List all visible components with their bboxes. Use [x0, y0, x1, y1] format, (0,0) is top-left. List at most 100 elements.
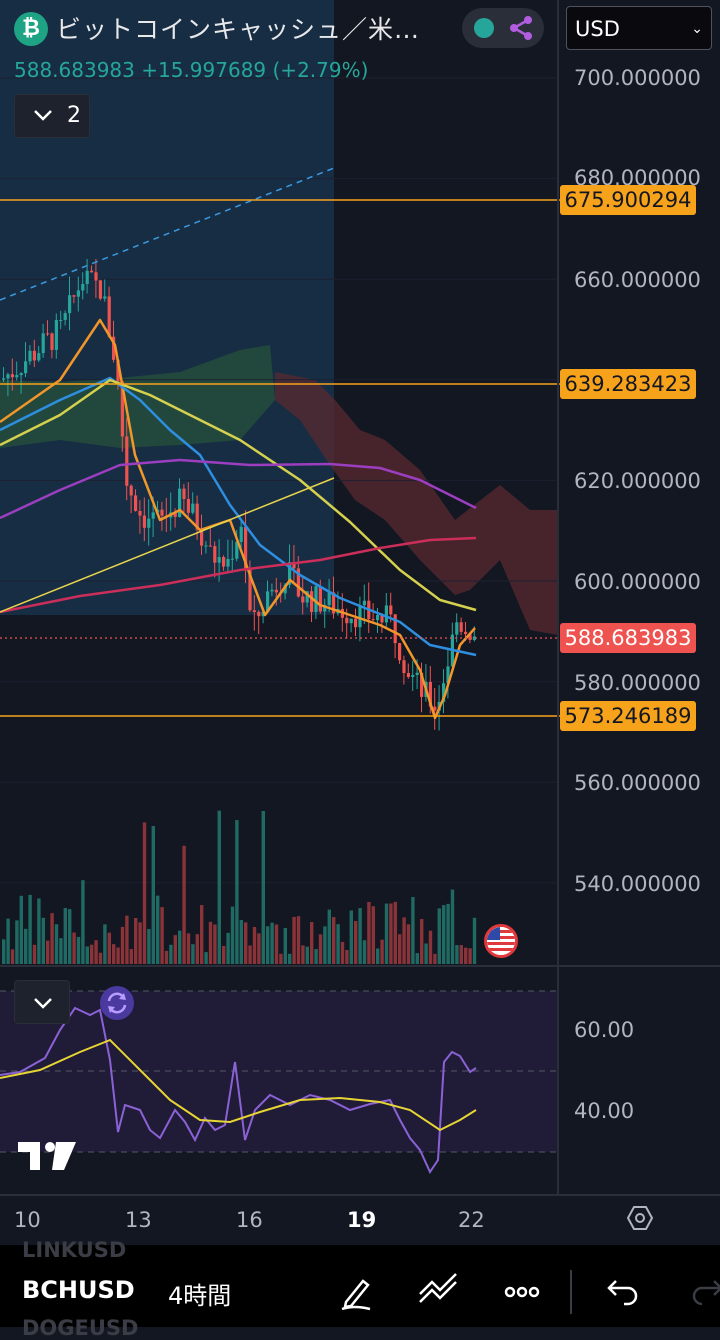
candle-body: [54, 320, 58, 350]
candle-body: [274, 589, 278, 593]
candle-body: [323, 605, 327, 612]
volume-bar: [389, 903, 393, 964]
candle-body: [288, 562, 292, 585]
rsi-collapse-button[interactable]: [14, 980, 70, 1024]
volume-bar: [72, 932, 76, 964]
volume-bar: [239, 919, 243, 964]
volume-bar: [138, 922, 142, 964]
volume-bar: [116, 947, 120, 964]
share-icon[interactable]: [508, 14, 536, 42]
redo-icon[interactable]: [690, 1272, 720, 1312]
horizontal-line-label[interactable]: 675.900294: [560, 185, 696, 215]
volume-bar: [252, 927, 257, 964]
rsi-tick: 40.00: [574, 1099, 635, 1123]
chevron-down-icon: [34, 110, 52, 121]
candle-body: [142, 515, 146, 528]
candle-body: [208, 545, 212, 547]
volume-bar: [446, 903, 450, 964]
volume-bar: [178, 930, 182, 964]
volume-bar: [222, 945, 226, 964]
candle-body: [2, 378, 6, 380]
candle-body: [10, 374, 14, 378]
volume-bar: [59, 938, 63, 964]
volume-bar: [120, 926, 125, 964]
symbol-selector[interactable]: BCHUSD: [22, 1276, 135, 1304]
settings-icon[interactable]: [626, 1204, 654, 1232]
candle-body: [310, 591, 314, 612]
horizontal-line-label[interactable]: 639.283423: [560, 369, 696, 399]
adjacent-symbol[interactable]: LINKUSD: [22, 1238, 127, 1262]
candle-body: [112, 336, 116, 360]
trend-line: [0, 167, 335, 301]
volume-bar: [98, 952, 103, 964]
candle-body: [28, 350, 32, 362]
volume-bar: [450, 889, 455, 964]
candle-body: [362, 600, 366, 606]
price-tick: 620.000000: [574, 469, 701, 493]
volume-bar: [261, 811, 265, 964]
volume-bar: [164, 950, 169, 964]
volume-bars: [2, 810, 477, 964]
candle-body: [6, 374, 10, 379]
us-flag-icon[interactable]: [484, 924, 518, 958]
candle-body: [446, 666, 450, 684]
candle-body: [63, 313, 67, 320]
volume-bar: [37, 898, 41, 964]
indicator-collapse-button[interactable]: 2: [14, 94, 90, 138]
volume-bar: [32, 944, 37, 964]
candle-body: [239, 526, 243, 542]
more-icon[interactable]: [502, 1272, 542, 1312]
adjacent-symbol[interactable]: DOGEUSD: [22, 1316, 139, 1340]
candle-body: [283, 584, 287, 594]
undo-icon[interactable]: [602, 1272, 642, 1312]
candle-body: [459, 622, 463, 632]
volume-bar: [424, 943, 428, 964]
candle-body: [32, 350, 36, 361]
volume-bar: [411, 897, 415, 964]
timeframe-selector[interactable]: 4時間: [168, 1282, 232, 1310]
volume-bar: [173, 935, 177, 964]
candle-body: [472, 636, 476, 640]
candle-body: [186, 498, 190, 513]
moving-averages: [0, 167, 477, 720]
volume-bar: [28, 894, 32, 964]
volume-bar: [415, 953, 419, 964]
candle-body: [173, 512, 177, 517]
volume-bar: [305, 946, 309, 964]
candle-body: [270, 589, 274, 592]
currency-select[interactable]: USD ⌄: [566, 6, 712, 50]
candle-body: [230, 558, 234, 560]
volume-bar: [107, 932, 111, 964]
candle-body: [411, 674, 415, 677]
volume-bar: [142, 822, 147, 964]
candle-body: [380, 614, 384, 623]
price-tick: 660.000000: [574, 268, 701, 292]
market-open-indicator: [474, 18, 494, 38]
volume-bar: [384, 903, 389, 964]
refresh-icon[interactable]: [100, 986, 134, 1020]
candle-body: [358, 605, 362, 628]
candle-body: [468, 634, 472, 640]
candle-body: [354, 618, 358, 628]
symbol-title[interactable]: ビットコインキャッシュ／米…: [56, 15, 421, 44]
candle-body: [222, 557, 226, 567]
volume-bar: [406, 924, 411, 964]
volume-bar: [182, 845, 186, 964]
horizontal-line-label[interactable]: 573.246189: [560, 701, 696, 731]
candle-body: [129, 485, 133, 496]
pen-icon[interactable]: [336, 1272, 376, 1312]
volume-bar: [402, 917, 406, 964]
rsi-ma-line: [0, 1038, 477, 1132]
candle-body: [59, 319, 63, 321]
candle-body: [376, 614, 380, 621]
rsi-line: [0, 1006, 477, 1175]
candle-body: [107, 296, 111, 337]
candle-body: [90, 270, 94, 273]
price-tick: 540.000000: [574, 872, 701, 896]
rsi-tick: 60.00: [574, 1018, 635, 1042]
candle-body: [81, 284, 85, 291]
trendline-icon[interactable]: [418, 1272, 458, 1312]
volume-bar: [226, 932, 230, 964]
price-chart[interactable]: [0, 0, 720, 1245]
candle-body: [327, 592, 331, 606]
